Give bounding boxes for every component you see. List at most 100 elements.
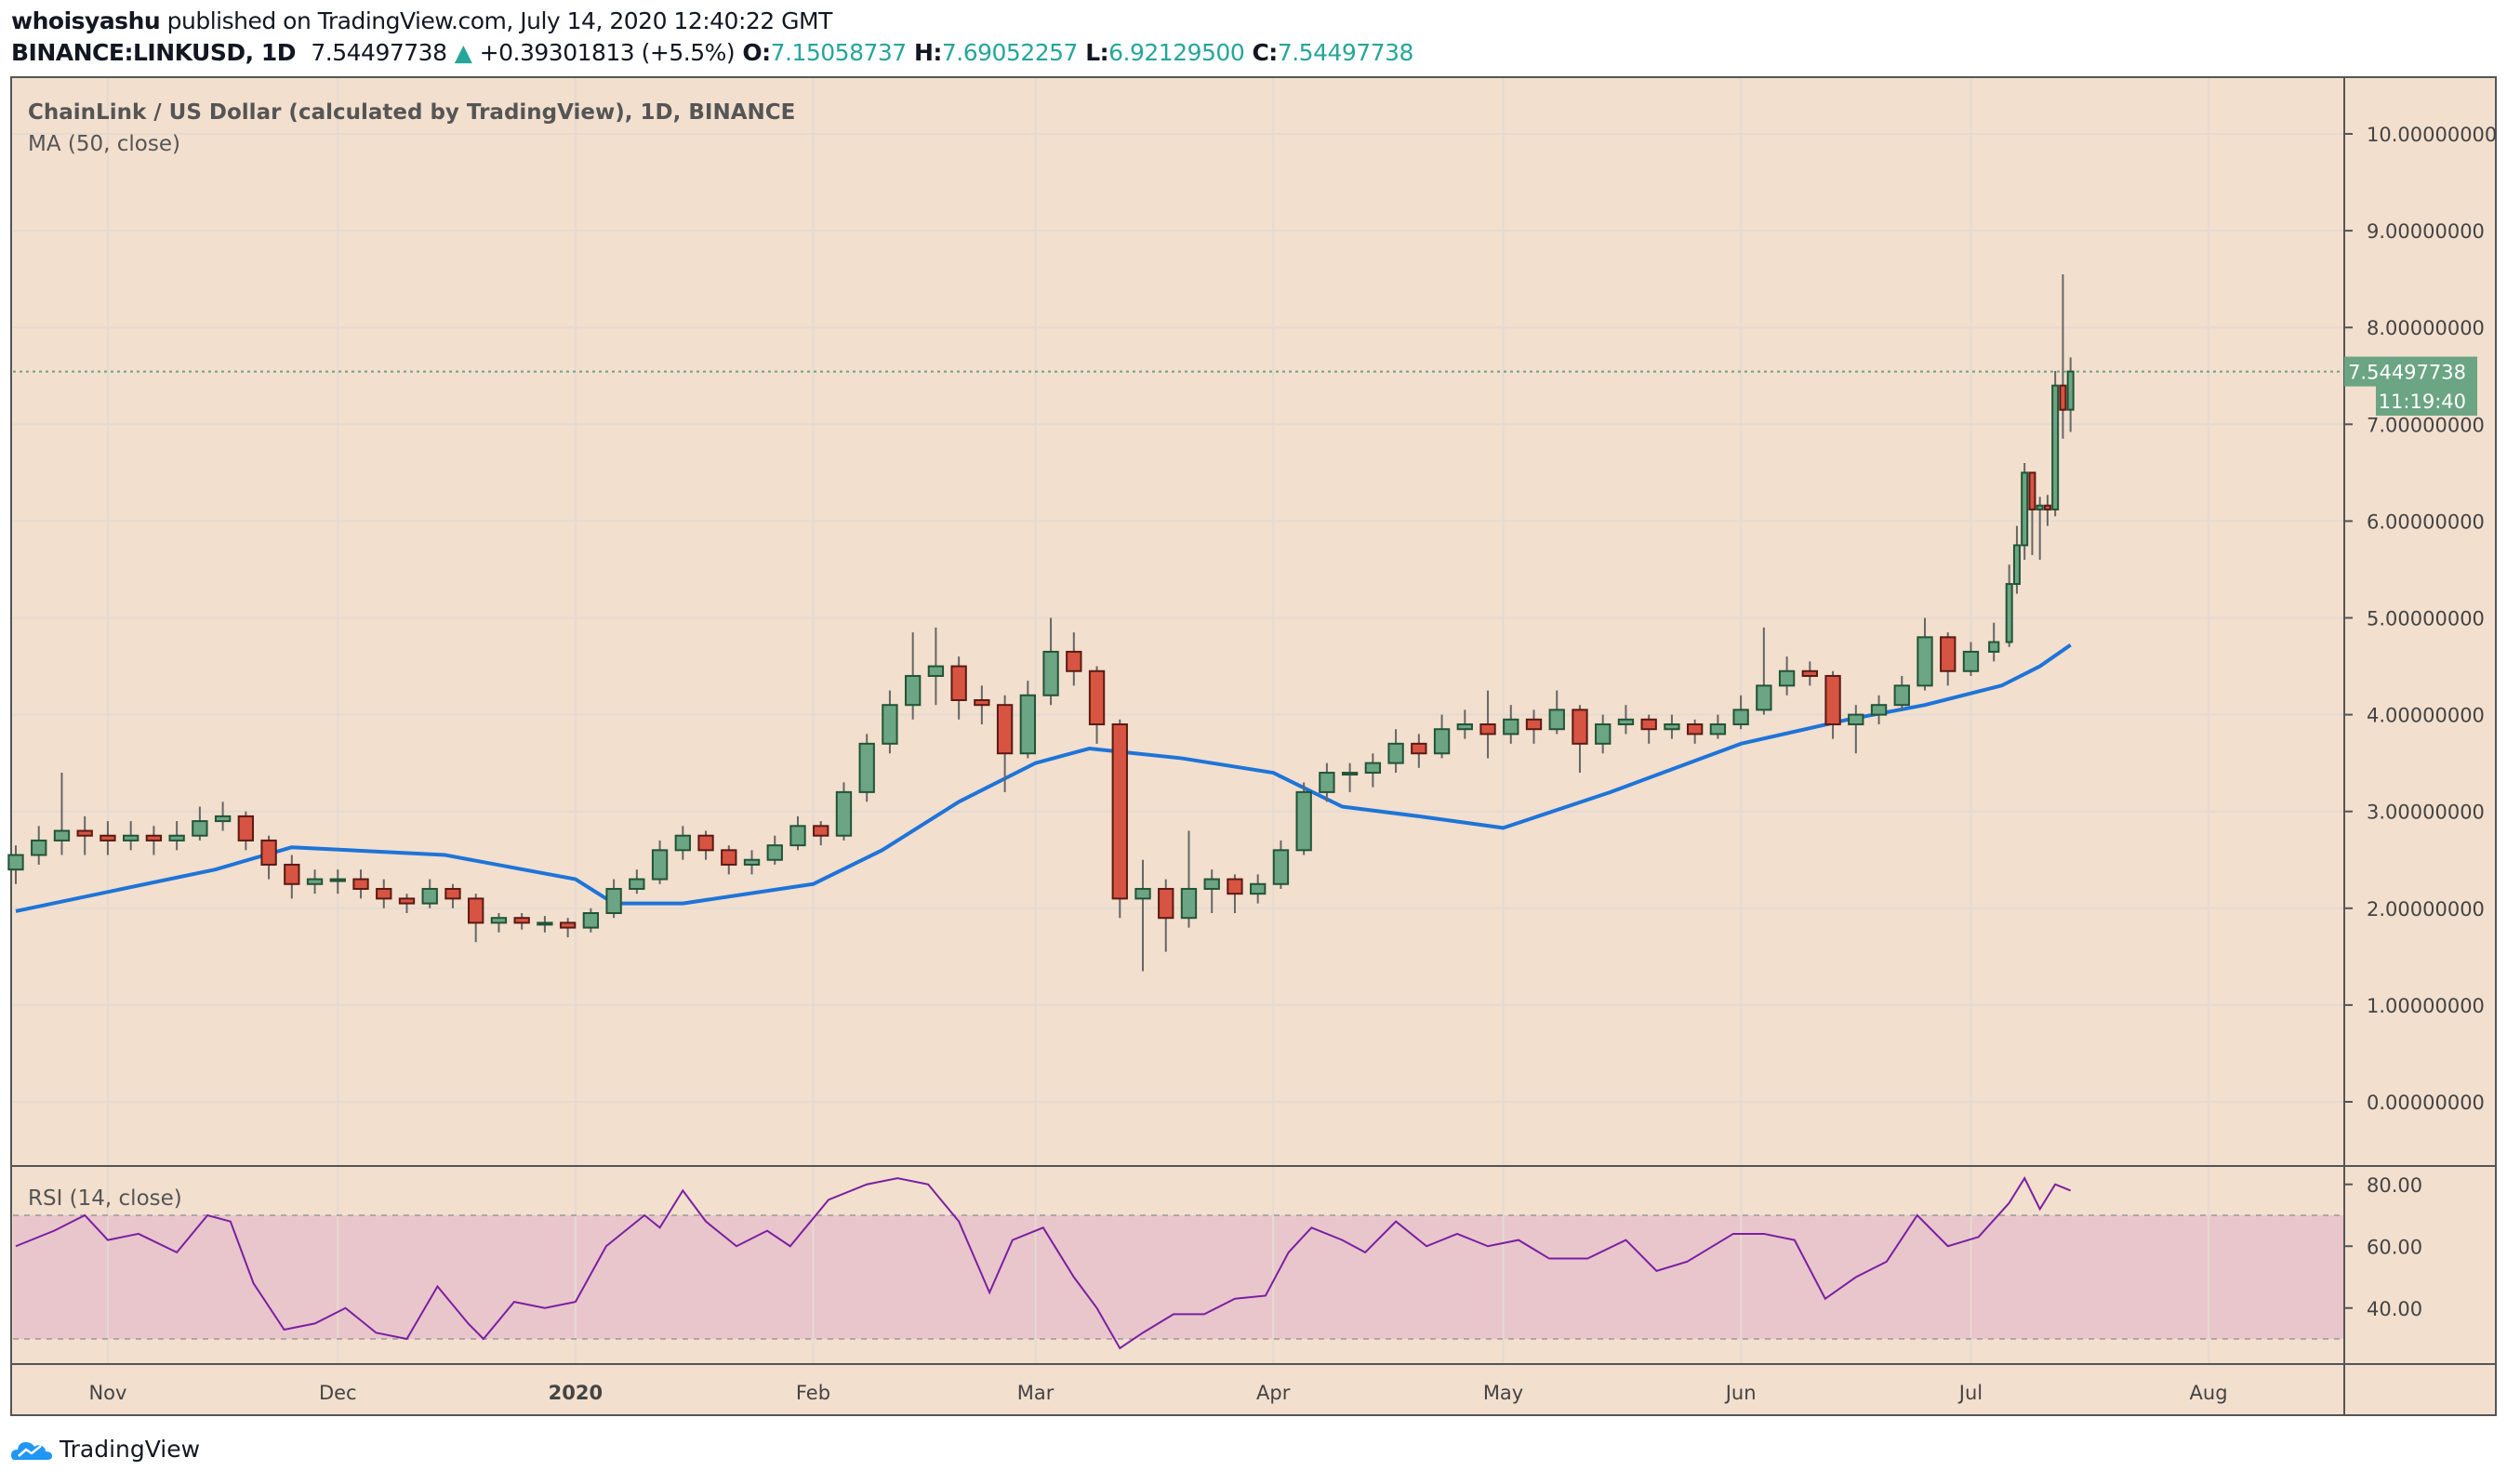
candle-up [1364, 762, 1382, 775]
candle-up [766, 844, 783, 861]
rsi-legend[interactable]: RSI (14, close) [28, 1186, 182, 1211]
last-price-badge [2344, 356, 2477, 387]
candle-up [537, 921, 553, 926]
candle-up [1617, 718, 1635, 726]
candle-down [468, 897, 484, 924]
candle-up [1917, 636, 1933, 687]
candle-up [1250, 882, 1267, 895]
x-tick-label: Nov [88, 1382, 126, 1404]
symbol-info: BINANCE:LINKUSD, 1D 7.54497738 ▲ +0.3930… [11, 39, 1413, 66]
x-tick-label: May [1483, 1382, 1523, 1404]
candle-down [2043, 504, 2051, 510]
candle-up [1272, 849, 1290, 885]
high-label: H: [913, 39, 942, 66]
candle-up [214, 815, 232, 823]
y-tick-label: 7.00000000 [2367, 414, 2485, 436]
y-tick-label: 3.00000000 [2367, 802, 2485, 824]
candle-down [1411, 742, 1427, 755]
y-tick-label: 6.00000000 [2367, 510, 2485, 533]
candle-down [2059, 384, 2067, 411]
x-tick-label: Mar [1017, 1382, 1055, 1404]
x-tick-label: Apr [1256, 1382, 1291, 1404]
candle-up [1870, 704, 1888, 716]
candle-up [31, 839, 47, 856]
candle-down [1801, 669, 1818, 677]
low-value: 6.92129500 [1108, 39, 1245, 66]
candle-down [1066, 650, 1082, 672]
candle-down [996, 704, 1014, 755]
candle-down [1572, 709, 1588, 745]
axes: 0.00000000 1.00000000 2.00000000 3.00000000… [88, 124, 2497, 1404]
candle-up [629, 878, 645, 890]
candle-up [1709, 723, 1727, 735]
candle-up [2036, 504, 2044, 510]
ma-legend[interactable]: MA (50, close) [28, 132, 180, 156]
candle-down [513, 917, 530, 924]
up-arrow-icon: ▲ [454, 39, 472, 66]
author[interactable]: whoisyashu [11, 7, 161, 34]
y-tick-label: 0.00000000 [2367, 1092, 2485, 1114]
candle-up [1295, 790, 1312, 852]
brand-name: TradingView [60, 1436, 201, 1463]
candle-down [1111, 723, 1128, 900]
candle-up [1042, 650, 1059, 696]
candle-down [1479, 723, 1496, 735]
candle-up [1456, 723, 1473, 731]
candle-up [882, 704, 898, 745]
published-text: published on TradingView.com, July 14, 2… [166, 7, 833, 34]
candle-up [835, 790, 853, 837]
candle-up [674, 834, 691, 852]
candle-up [168, 834, 185, 841]
candle-up [651, 849, 669, 881]
candle-up [2005, 583, 2013, 643]
last-price-marker: 7.54497738 11:19:40 [2344, 356, 2477, 416]
tradingview-cloud-icon [11, 1441, 52, 1460]
candle-down [697, 834, 714, 852]
low-label: L: [1085, 39, 1109, 66]
publish-info: whoisyashu published on TradingView.com,… [11, 7, 832, 34]
candle-down [444, 887, 461, 900]
candle-up [1433, 728, 1451, 755]
candle-up [858, 742, 875, 793]
chart-title: ChainLink / US Dollar (calculated by Tra… [28, 100, 795, 125]
candle-up [1180, 887, 1198, 920]
candle-down [352, 878, 369, 890]
candle-down [76, 829, 93, 837]
countdown-label: 11:19:40 [2379, 391, 2466, 413]
candle-down [950, 665, 967, 701]
open-value: 7.15058737 [770, 39, 908, 66]
candle-up [7, 854, 24, 871]
candle-up [2051, 384, 2060, 510]
candle-up [1019, 694, 1037, 755]
x-tick-label: Aug [2190, 1382, 2228, 1404]
candle-up [1341, 772, 1359, 776]
candle-up [789, 825, 806, 847]
x-tick-label: Jun [1724, 1382, 1757, 1404]
candle-up [306, 878, 324, 885]
y-tick-label: 8.00000000 [2367, 317, 2485, 339]
close-value: 7.54497738 [1277, 39, 1414, 66]
candle-up [1756, 684, 1772, 711]
candle-up [1664, 723, 1680, 731]
candles-layer [7, 273, 2075, 972]
candle-down [1640, 718, 1657, 731]
candle-down [284, 863, 300, 885]
candle-up [904, 674, 922, 707]
candle-up [421, 887, 438, 905]
open-label: O: [742, 39, 771, 66]
candle-down [99, 834, 116, 841]
candle-down [721, 849, 737, 866]
candle-down [813, 825, 829, 837]
candle-up [192, 820, 208, 837]
last-price: 7.54497738 [311, 39, 447, 66]
tradingview-logo[interactable]: TradingView [11, 1436, 200, 1463]
close-label: C: [1252, 39, 1278, 66]
y-tick-label: 5.00000000 [2367, 608, 2485, 630]
candle-down [376, 887, 392, 900]
candle-down [1088, 669, 1106, 726]
y-tick-label: 9.00000000 [2367, 220, 2485, 243]
candle-up [1548, 709, 1565, 731]
rsi-layer [15, 1176, 2072, 1350]
candle-down [398, 897, 416, 905]
